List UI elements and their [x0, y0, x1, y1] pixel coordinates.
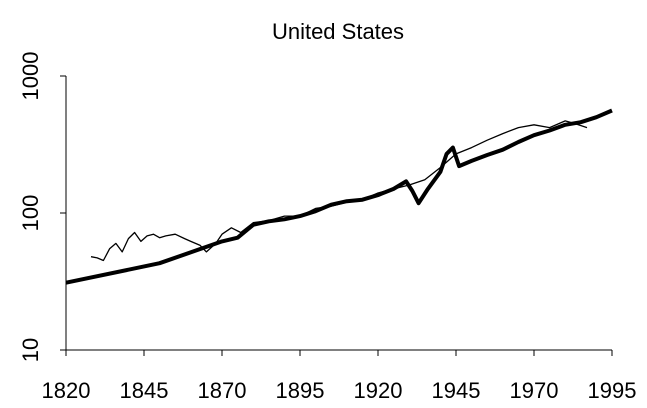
x-tick-label: 1970 [510, 378, 559, 403]
x-tick-label: 1945 [432, 378, 481, 403]
x-tick-label: 1995 [588, 378, 637, 403]
line [90, 120, 588, 262]
y-tick-label: 1000 [18, 52, 43, 101]
x-tick-label: 1820 [42, 378, 91, 403]
y-tick-label: 10 [18, 338, 43, 362]
x-tick-label: 1870 [198, 378, 247, 403]
x-tick-label: 1895 [276, 378, 325, 403]
x-tick-label: 1845 [120, 378, 169, 403]
line [65, 108, 613, 285]
chart-title: United States [272, 19, 404, 44]
x-tick-label: 1920 [354, 378, 403, 403]
y-tick-label: 100 [18, 195, 43, 232]
